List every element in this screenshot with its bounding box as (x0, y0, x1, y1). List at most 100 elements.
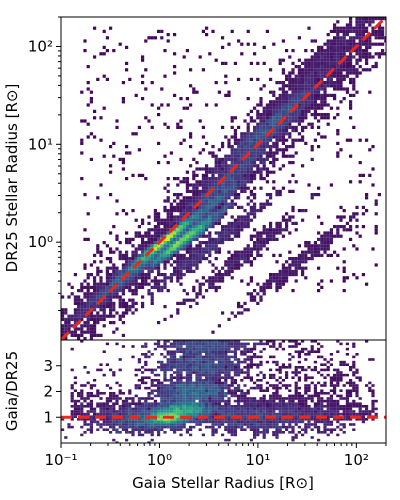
density-cell (99, 368, 103, 372)
density-cell (253, 397, 257, 400)
density-cell (269, 402, 273, 405)
density-cell (195, 231, 199, 235)
density-cell (329, 81, 333, 85)
density-cell (182, 212, 186, 216)
density-cell (259, 135, 263, 139)
density-cell (173, 423, 177, 426)
density-cell (233, 161, 237, 165)
density-cell (288, 122, 292, 126)
density-cell (297, 394, 301, 398)
density-cell (313, 39, 317, 43)
density-cell (227, 177, 231, 181)
density-cell (329, 428, 333, 431)
density-cell (121, 415, 125, 418)
density-cell (189, 132, 193, 136)
density-cell (208, 415, 212, 418)
density-cell (317, 125, 321, 129)
density-cell (281, 164, 285, 168)
density-cell (179, 237, 183, 241)
density-cell (118, 397, 122, 400)
density-cell (230, 381, 234, 385)
density-cell (262, 177, 266, 181)
density-cell (230, 263, 234, 267)
density-cell (221, 199, 225, 203)
density-cell (294, 221, 298, 225)
density-cell (121, 266, 125, 270)
density-cell (320, 241, 324, 245)
density-cell (189, 371, 193, 374)
density-cell (176, 247, 180, 251)
density-cell (326, 402, 330, 405)
density-cell (227, 340, 231, 343)
density-cell (109, 266, 113, 270)
density-cell (281, 186, 285, 190)
density-cell (259, 405, 263, 408)
density-cell (246, 405, 250, 408)
density-cell (230, 407, 234, 411)
density-cell (288, 215, 292, 219)
density-cell (134, 373, 138, 377)
density-cell (166, 247, 170, 251)
density-cell (221, 157, 225, 161)
density-cell (278, 342, 282, 346)
density-cell (317, 55, 321, 59)
density-cell (185, 49, 189, 53)
density-cell (221, 189, 225, 193)
density-cell (259, 209, 263, 213)
density-cell (112, 373, 116, 377)
density-cell (224, 193, 228, 197)
density-cell (163, 363, 167, 366)
density-cell (70, 394, 74, 398)
density-cell (112, 438, 116, 442)
density-cell (345, 90, 349, 94)
density-cell (137, 368, 141, 372)
density-cell (211, 418, 215, 421)
density-cell (118, 295, 122, 299)
density-cell (118, 157, 122, 161)
density-cell (189, 420, 193, 424)
density-cell (259, 295, 263, 299)
density-cell (269, 340, 273, 343)
density-cell (73, 330, 77, 334)
density-cell (275, 431, 279, 434)
density-cell (137, 244, 141, 248)
density-cell (198, 358, 202, 361)
density-cell (259, 431, 263, 434)
density-cell (285, 129, 289, 133)
density-cell (281, 273, 285, 277)
density-cell (131, 260, 135, 264)
density-cell (253, 132, 257, 136)
density-cell (160, 399, 164, 403)
density-cell (163, 282, 167, 286)
density-cell (310, 247, 314, 251)
density-cell (329, 358, 333, 361)
density-cell (208, 358, 212, 361)
density-cell (233, 260, 237, 264)
density-cell (230, 145, 234, 149)
density-cell (310, 436, 314, 439)
density-cell (310, 428, 314, 431)
density-cell (195, 292, 199, 296)
density-cell (112, 330, 116, 334)
density-cell (240, 177, 244, 181)
density-cell (105, 273, 109, 277)
density-cell (198, 218, 202, 222)
density-cell (336, 253, 340, 257)
density-cell (198, 234, 202, 238)
density-cell (163, 399, 167, 403)
density-cell (112, 269, 116, 273)
density-cell (275, 151, 279, 155)
density-cell (150, 431, 154, 434)
density-cell (150, 292, 154, 296)
density-cell (208, 237, 212, 241)
density-cell (265, 199, 269, 203)
density-cell (269, 276, 273, 280)
density-cell (166, 209, 170, 213)
density-cell (150, 301, 154, 305)
density-cell (221, 183, 225, 187)
density-cell (214, 394, 218, 398)
density-cell (345, 407, 349, 411)
density-cell (169, 412, 173, 416)
density-cell (272, 231, 276, 235)
density-cell (189, 189, 193, 193)
